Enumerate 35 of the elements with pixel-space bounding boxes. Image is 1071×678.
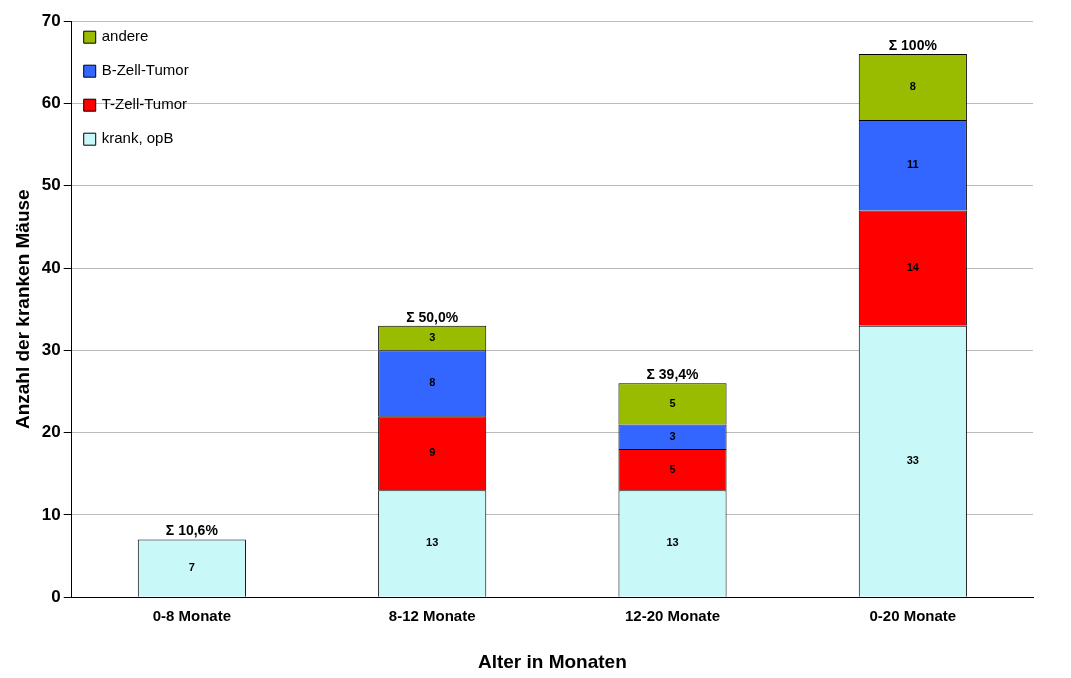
x-tick-label: 0-20 Monate	[869, 607, 957, 625]
y-tick-label: 40	[41, 257, 61, 277]
y-tick-label: 20	[41, 422, 61, 442]
y-axis-title: Anzahl der kranken Mäuse	[11, 189, 33, 430]
y-tick-label: 70	[41, 10, 61, 30]
total-label: Σ 100%	[888, 36, 938, 53]
data-label: 33	[906, 454, 919, 467]
data-label: 3	[669, 429, 676, 442]
y-tick-label: 0	[51, 586, 61, 606]
legend-label: andere	[101, 27, 149, 45]
y-tick-label: 30	[41, 340, 61, 360]
data-label: 14	[906, 261, 920, 274]
x-axis-title: Alter in Monaten	[477, 650, 627, 672]
legend-label: B-Zell-Tumor	[101, 61, 189, 79]
data-label: 3	[429, 331, 436, 344]
data-label: 8	[429, 376, 436, 389]
data-label: 13	[666, 536, 679, 549]
y-tick-label: 50	[41, 175, 61, 195]
total-label: Σ 50,0%	[406, 308, 459, 325]
x-tick-label: 0-8 Monate	[152, 607, 232, 625]
data-label: 8	[909, 80, 916, 93]
data-label: 9	[429, 446, 436, 459]
x-tick-label: 12-20 Monate	[624, 607, 721, 625]
legend-label: T-Zell-Tumor	[101, 95, 187, 113]
y-tick-label: 60	[41, 93, 61, 113]
total-label: Σ 39,4%	[646, 366, 700, 383]
data-label: 7	[188, 561, 195, 574]
data-label: 13	[426, 536, 439, 549]
y-tick-label: 10	[41, 504, 61, 524]
data-label: 11	[907, 158, 919, 171]
data-label: 5	[669, 462, 676, 475]
total-label: Σ 10,6%	[165, 522, 219, 539]
data-label: 5	[669, 396, 676, 409]
legend-label: krank, opB	[101, 129, 174, 147]
x-tick-label: 8-12 Monate	[388, 607, 476, 625]
